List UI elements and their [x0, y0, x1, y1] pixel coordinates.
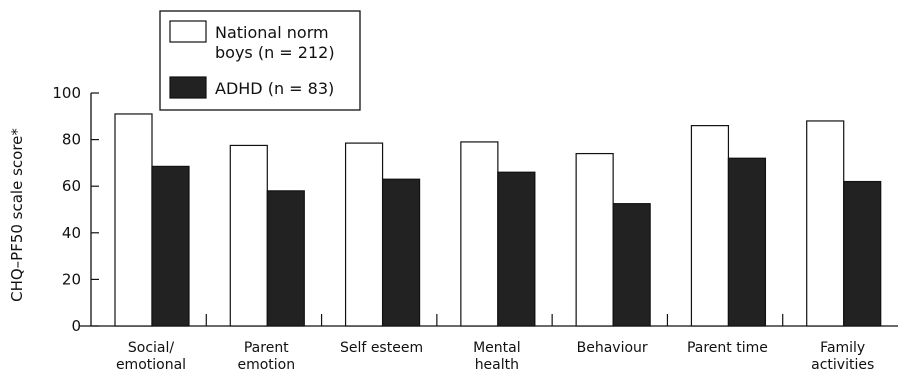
legend-label: National norm [215, 23, 329, 42]
category-label: Family activities [811, 340, 874, 373]
legend-swatch [169, 20, 207, 43]
y-tick-label: 80 [62, 131, 81, 149]
category-label-line: Behaviour [577, 340, 648, 356]
legend-label: boys (n = 212) [215, 43, 335, 62]
category-label: Self esteem [340, 340, 423, 356]
category-labels: Social/emotional Parent emotion Self esteem… [116, 340, 874, 373]
bar-adhd-7 [843, 180, 882, 327]
y-tick-label: 0 [71, 317, 81, 335]
category-label-line: Family [820, 340, 865, 356]
category-label-line: emotional [116, 357, 186, 373]
category-label-line: Mental [473, 340, 521, 356]
legend-label: ADHD (n = 83) [215, 79, 334, 98]
legend-swatch [169, 76, 207, 99]
bar-adhd-1 [151, 165, 190, 327]
category-label-line: health [475, 357, 519, 373]
y-axis-title: CHQ–PF50 scale score* [8, 128, 26, 302]
bars [114, 113, 882, 327]
y-axis: 0 20 40 60 80 100 [52, 84, 99, 335]
y-tick-label: 60 [62, 177, 81, 195]
bar-national-norm-2 [229, 144, 268, 327]
category-label-line: Parent time [687, 340, 768, 356]
category-label: Mental health [473, 340, 521, 373]
category-label: Parent emotion [237, 340, 295, 373]
bar-national-norm-4 [460, 141, 499, 327]
y-tick-label: 40 [62, 224, 81, 242]
bar-national-norm-3 [344, 142, 384, 327]
bar-adhd-6 [727, 157, 767, 327]
y-tick-label: 20 [62, 270, 81, 288]
bar-national-norm-7 [806, 120, 845, 327]
category-label: Parent time [687, 340, 768, 356]
category-label: Social/emotional [116, 340, 186, 373]
bar-national-norm-5 [575, 152, 614, 327]
bar-adhd-5 [612, 203, 651, 327]
category-label-line: Self esteem [340, 340, 423, 356]
bar-adhd-4 [497, 171, 536, 327]
bar-adhd-3 [381, 178, 421, 327]
bar-national-norm-1 [114, 113, 153, 327]
category-label: Behaviour [577, 340, 648, 356]
bar-adhd-2 [266, 190, 305, 327]
category-label-line: activities [811, 357, 874, 373]
category-label-line: Parent [244, 340, 289, 356]
category-label-line: Social/ [128, 340, 175, 356]
category-label-line: emotion [237, 357, 295, 373]
bar-national-norm-6 [690, 125, 730, 327]
y-tick-label: 100 [52, 84, 81, 102]
